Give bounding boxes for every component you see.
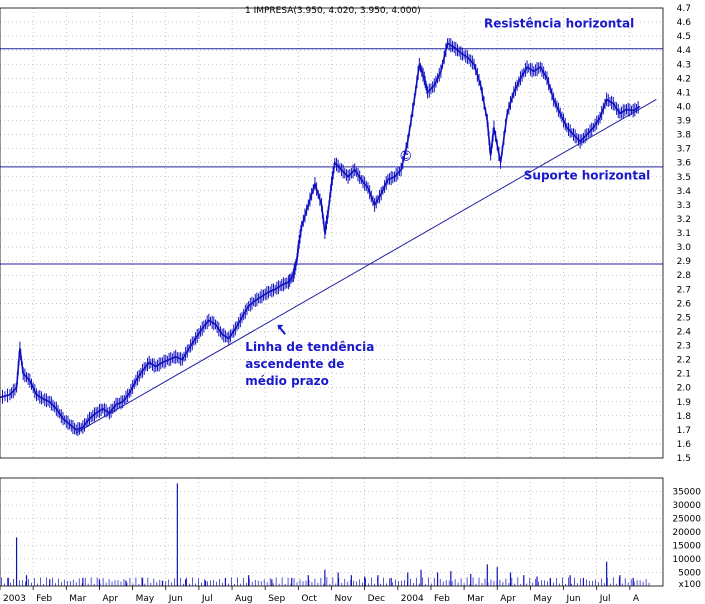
price-tick-label: 4.3: [677, 60, 691, 70]
price-tick-label: 1.5: [677, 454, 691, 464]
x-tick-label: Mar: [467, 594, 484, 604]
volume-tick-label: 35000: [672, 488, 701, 498]
x-tick-label: May: [136, 594, 155, 604]
price-tick-label: 4.7: [677, 4, 691, 14]
price-tick-label: 4.0: [677, 102, 692, 112]
x-tick-label: Jul: [599, 594, 611, 604]
x-tick-label: Apr: [102, 594, 118, 604]
price-tick-label: 2.8: [677, 271, 692, 281]
x-tick-label: Feb: [434, 594, 450, 604]
smiley-icon: ☺: [399, 149, 412, 163]
annotation-label: Suporte horizontal: [524, 169, 651, 183]
x-tick-label: May: [533, 594, 552, 604]
x-tick-label: Oct: [301, 594, 317, 604]
volume-tick-label: 20000: [672, 528, 701, 538]
annotations: Resistência horizontal Suporte horizontal…: [245, 17, 650, 388]
price-series: [0, 38, 641, 437]
price-tick-label: 3.6: [677, 159, 692, 169]
price-tick-label: 4.2: [677, 74, 691, 84]
x-tick-label: Jul: [201, 594, 213, 604]
volume-unit-label: x100: [678, 580, 701, 590]
x-tick-label: Dec: [368, 594, 385, 604]
price-tick-label: 1.6: [677, 440, 692, 450]
x-tick-label: 2003: [3, 594, 26, 604]
x-tick-label: Feb: [36, 594, 52, 604]
x-tick-label: Aug: [235, 594, 253, 604]
annotation-label: médio prazo: [245, 374, 329, 388]
price-tick-label: 2.6: [677, 299, 692, 309]
x-tick-label: Mar: [69, 594, 86, 604]
x-tick-label: A: [633, 594, 640, 604]
volume-frame: [0, 477, 664, 587]
volume-tick-label: 25000: [672, 515, 701, 525]
price-tick-label: 3.8: [677, 131, 692, 141]
axes: 1.5 1.6 1.7 1.8 1.9 2.0 2.1 2.2 2.3 2.4 2.5 2.6 2.7 2…: [0, 4, 701, 604]
volume-tick-label: 5000: [678, 569, 701, 579]
price-frame: [0, 7, 664, 459]
price-tick-label: 3.5: [677, 173, 691, 183]
volume-tick-label: 30000: [672, 501, 701, 511]
price-tick-label: 4.5: [677, 32, 691, 42]
price-tick-label: 2.0: [677, 384, 692, 394]
price-tick-label: 2.1: [677, 370, 691, 380]
price-tick-label: 2.2: [677, 356, 691, 366]
price-tick-label: 3.3: [677, 201, 691, 211]
price-tick-label: 2.4: [677, 327, 692, 337]
grid-lines: [0, 7, 663, 586]
volume-tick-label: 15000: [672, 542, 701, 552]
annotation-label: ascendente de: [245, 357, 344, 371]
volume-tick-label: 10000: [672, 555, 701, 565]
x-tick-label: Apr: [500, 594, 516, 604]
price-tick-label: 3.2: [677, 215, 691, 225]
x-tick-label: 2004: [401, 594, 424, 604]
price-tick-label: 4.1: [677, 88, 691, 98]
annotation-label: Resistência horizontal: [484, 17, 634, 31]
price-line: [0, 41, 641, 431]
volume-bars: [1, 483, 650, 586]
arrow-head-icon: [277, 324, 284, 330]
price-tick-label: 3.0: [677, 243, 692, 253]
price-tick-label: 2.7: [677, 285, 691, 295]
price-tick-label: 4.6: [677, 18, 692, 28]
price-tick-label: 3.7: [677, 145, 691, 155]
trend-line: [75, 98, 657, 434]
chart-title: 1 IMPRESA(3.950, 4.020, 3.950, 4.000): [245, 6, 421, 16]
price-tick-label: 2.3: [677, 342, 691, 352]
x-tick-label: Jun: [168, 594, 183, 604]
price-tick-label: 3.9: [677, 117, 692, 127]
price-tick-label: 3.4: [677, 187, 692, 197]
x-tick-label: Jun: [566, 594, 581, 604]
price-tick-label: 1.7: [677, 426, 691, 436]
x-tick-label: Nov: [335, 594, 353, 604]
price-tick-label: 4.4: [677, 46, 692, 56]
price-tick-label: 1.8: [677, 412, 692, 422]
annotation-label: Linha de tendência: [245, 340, 374, 354]
x-tick-label: Sep: [268, 594, 285, 604]
price-tick-label: 1.9: [677, 398, 692, 408]
price-tick-label: 2.5: [677, 313, 691, 323]
price-tick-label: 2.9: [677, 257, 692, 267]
reference-lines: [0, 48, 663, 434]
price-tick-label: 3.1: [677, 229, 691, 239]
